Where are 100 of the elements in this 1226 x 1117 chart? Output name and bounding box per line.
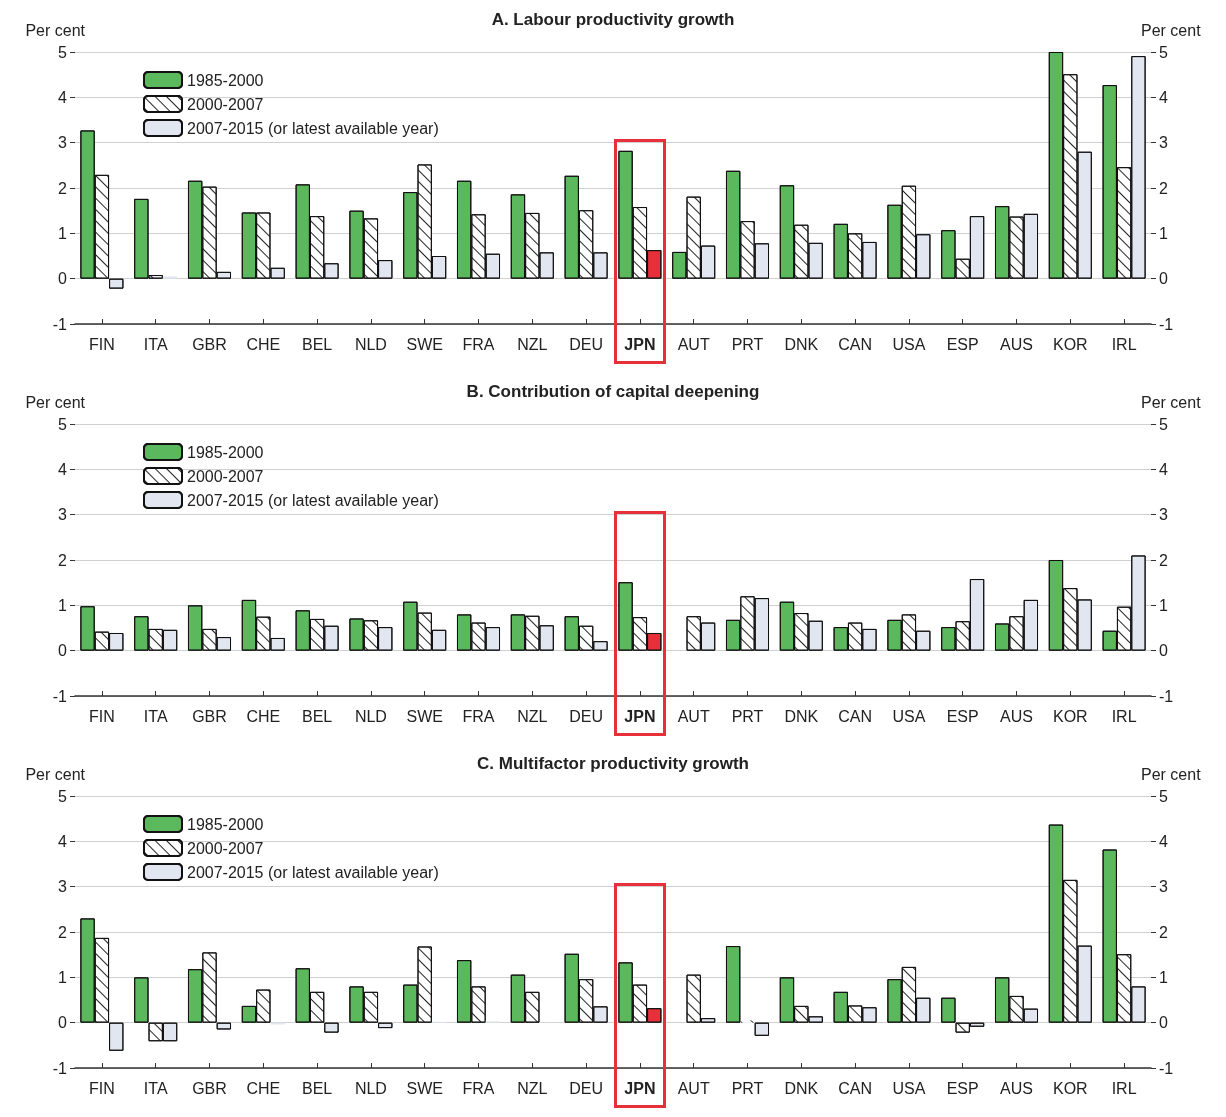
x-tick-label: BEL [301, 1079, 333, 1097]
x-tick-label: DNK [784, 1079, 819, 1097]
x-tick-label: FRA [462, 335, 495, 353]
x-tick-label: DEU [569, 1079, 603, 1097]
y-axis-title: Per cent [25, 393, 86, 411]
y2-tick-label: 4 [1159, 832, 1168, 850]
y-tick-label: 5 [58, 43, 68, 61]
x-tick-label: PRT [731, 707, 764, 725]
x-tick-label: ESP [946, 335, 979, 353]
y-tick-label: 1 [58, 224, 68, 242]
x-tick-label: IRL [1111, 707, 1137, 725]
y2-tick-label: 0 [1159, 270, 1168, 288]
x-tick-label: PRT [731, 335, 764, 353]
y-tick-label: 0 [58, 642, 68, 660]
y2-axis-title: Per cent [1141, 21, 1202, 39]
x-tick-label: IRL [1111, 335, 1137, 353]
x-tick-label: IRL [1111, 1079, 1137, 1097]
legend-label: 2007-2015 (or latest available year) [187, 119, 439, 137]
chart-title: A. Labour productivity growth [491, 10, 735, 29]
y2-tick-label: 0 [1159, 642, 1168, 660]
y2-tick-label: -1 [1159, 1059, 1174, 1077]
x-tick-label: BEL [301, 335, 333, 353]
x-tick-label: NLD [354, 335, 387, 353]
legend-label: 2007-2015 (or latest available year) [187, 491, 439, 509]
y-tick-label: 4 [58, 832, 68, 850]
y2-tick-label: 1 [1159, 968, 1168, 986]
x-tick-label: USA [892, 1079, 926, 1097]
y2-tick-label: 2 [1159, 923, 1168, 941]
y-tick-label: 1 [58, 596, 68, 614]
x-tick-label: KOR [1052, 335, 1088, 353]
y2-tick-label: 3 [1159, 134, 1168, 152]
x-tick-label: GBR [192, 335, 227, 353]
y-tick-label: 5 [58, 415, 68, 433]
x-tick-label: DEU [569, 707, 603, 725]
y-tick-label: 4 [58, 88, 68, 106]
y-axis-title: Per cent [25, 765, 86, 783]
x-tick-label: NZL [517, 1079, 548, 1097]
y-tick-label: 0 [58, 1014, 68, 1032]
legend-label: 2000-2007 [187, 467, 264, 485]
x-tick-label: ESP [946, 707, 979, 725]
y2-axis-title: Per cent [1141, 393, 1202, 411]
y2-tick-label: 4 [1159, 88, 1168, 106]
x-tick-label: DNK [784, 335, 819, 353]
y-axis-title: Per cent [25, 21, 86, 39]
legend-label: 1985-2000 [187, 443, 264, 461]
y2-tick-label: 2 [1159, 551, 1168, 569]
legend-label: 2000-2007 [187, 839, 264, 857]
y2-tick-label: 4 [1159, 460, 1168, 478]
y2-tick-label: 5 [1159, 415, 1168, 433]
x-tick-label: NLD [354, 1079, 387, 1097]
x-tick-label: SWE [406, 335, 443, 353]
y-tick-label: 3 [58, 878, 68, 896]
x-tick-label: AUS [1000, 335, 1033, 353]
y-tick-label: -1 [52, 1059, 68, 1077]
y-tick-label: 3 [58, 134, 68, 152]
x-tick-label: KOR [1052, 707, 1088, 725]
x-tick-label: GBR [192, 1079, 227, 1097]
legend-label: 2000-2007 [187, 95, 264, 113]
x-tick-label: CHE [246, 1079, 281, 1097]
x-tick-label: AUT [677, 707, 710, 725]
x-tick-label: CAN [838, 707, 872, 725]
x-tick-label: NZL [517, 707, 548, 725]
y2-tick-label: 1 [1159, 224, 1168, 242]
x-tick-label: FIN [89, 1079, 115, 1097]
x-tick-label: AUT [677, 335, 710, 353]
x-tick-label: ITA [143, 1079, 168, 1097]
x-tick-label: AUT [677, 1079, 710, 1097]
x-tick-label: NZL [517, 335, 548, 353]
x-tick-label: AUS [1000, 707, 1033, 725]
y-tick-label: 2 [58, 551, 68, 569]
y-tick-label: 3 [58, 506, 68, 524]
x-tick-label: DNK [784, 707, 819, 725]
chart-title: B. Contribution of capital deepening [466, 382, 760, 401]
x-tick-label: FIN [89, 335, 115, 353]
x-tick-label: JPN [624, 1079, 656, 1097]
y2-tick-label: 1 [1159, 596, 1168, 614]
y2-tick-label: -1 [1159, 687, 1174, 705]
x-tick-label: USA [892, 335, 926, 353]
y2-tick-label: 5 [1159, 787, 1168, 805]
x-tick-label: BEL [301, 707, 333, 725]
x-tick-label: FRA [462, 1079, 495, 1097]
x-tick-label: DEU [569, 335, 603, 353]
legend-label: 2007-2015 (or latest available year) [187, 863, 439, 881]
y-tick-label: 0 [58, 270, 68, 288]
legend-label: 1985-2000 [187, 815, 264, 833]
x-tick-label: ITA [143, 335, 168, 353]
x-tick-label: KOR [1052, 1079, 1088, 1097]
chart-title: C. Multifactor productivity growth [477, 754, 749, 773]
y-tick-label: -1 [52, 687, 68, 705]
y-tick-label: 4 [58, 460, 68, 478]
y2-axis-title: Per cent [1141, 765, 1202, 783]
x-tick-label: CHE [246, 335, 281, 353]
y2-tick-label: 3 [1159, 878, 1168, 896]
x-tick-label: USA [892, 707, 926, 725]
x-tick-label: ESP [946, 1079, 979, 1097]
x-tick-label: PRT [731, 1079, 764, 1097]
y2-tick-label: 5 [1159, 43, 1168, 61]
y-tick-label: -1 [52, 315, 68, 333]
x-tick-label: SWE [406, 707, 443, 725]
legend-label: 1985-2000 [187, 71, 264, 89]
